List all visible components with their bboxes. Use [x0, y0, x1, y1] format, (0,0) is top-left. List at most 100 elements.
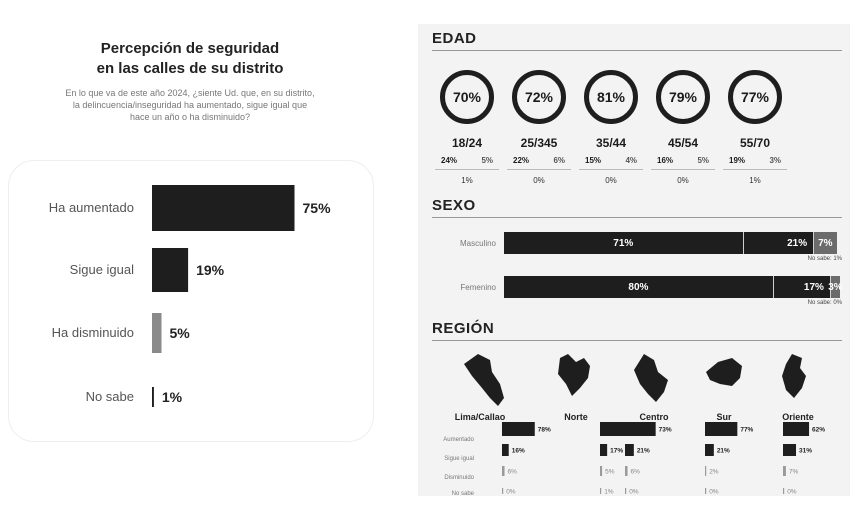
region-bar [625, 422, 656, 436]
region-value-label: 62% [812, 427, 825, 434]
region-bar [600, 422, 633, 436]
region-bar [502, 466, 505, 476]
region-name: Oriente [782, 412, 814, 422]
region-value-label: 0% [629, 489, 639, 496]
region-value-label: 16% [512, 448, 525, 455]
value-label: 19% [196, 262, 225, 278]
value-label: 5% [170, 325, 191, 341]
region-map-shape [706, 358, 742, 386]
category-label: Sigue igual [70, 262, 134, 277]
sigue-igual-pct: 19% [729, 156, 746, 165]
region-bar [600, 466, 603, 476]
question-text-line1: En lo que va de este año 2024, ¿siente U… [65, 88, 315, 98]
region-map-shape [558, 354, 590, 396]
region-bar [502, 422, 535, 436]
age-pct-row: 24% 5% [435, 156, 499, 170]
region-bar-chart: Aumentado Sigue igual Disminuido No sabe Lim… [443, 354, 825, 496]
region-bar [600, 444, 608, 456]
age-donut: 81% [584, 70, 638, 124]
region-bar [705, 422, 738, 436]
age-group-label: 55/70 [739, 136, 771, 150]
age-donut: 72% [512, 70, 566, 124]
region-bar [625, 488, 627, 494]
question-text-line2: la delincuencia/inseguridad ha aumentado… [72, 100, 308, 110]
region-map-shape [634, 354, 668, 402]
age-pct-row: 22% 6% [507, 156, 571, 170]
region-value-label: 77% [740, 427, 753, 434]
no-sabe-pct: 0% [677, 176, 689, 185]
region-bar [783, 422, 810, 436]
section-divider [432, 340, 842, 341]
region-bar [705, 466, 707, 476]
region-bar [502, 444, 509, 456]
region-name: Sur [716, 412, 732, 422]
sex-label: Masculino [459, 239, 496, 248]
region-bar [625, 466, 628, 476]
region-value-label: 73% [659, 427, 672, 434]
region-bar [783, 488, 785, 494]
region-value-label: 6% [508, 469, 518, 476]
no-sabe-pct: 1% [749, 176, 761, 185]
sigue-igual-pct: 22% [513, 156, 530, 165]
region-value-label: 0% [506, 489, 516, 496]
bar-segment: 21% [742, 232, 814, 254]
region-value-label: 6% [631, 469, 641, 476]
no-sabe-note: No sabe: 0% [807, 300, 842, 306]
chart-title-line1: Percepción de seguridad [100, 40, 280, 57]
bar [152, 387, 154, 407]
question-text-line3: hace un año o ha disminuido? [129, 112, 251, 122]
region-row-label: Sigue igual [444, 456, 474, 462]
section-divider [432, 217, 842, 218]
region-row-label: Aumentado [443, 437, 474, 443]
region-value-label: 78% [538, 427, 551, 434]
age-pct-row: 15% 4% [579, 156, 643, 170]
age-donut: 70% [440, 70, 494, 124]
sex-stacked-bar: 80% 17% 3% [504, 276, 843, 298]
region-name: Lima/Callao [455, 412, 506, 422]
region-bar [502, 488, 504, 494]
region-value-label: 0% [787, 489, 797, 496]
region-bar [600, 488, 602, 494]
region-value-label: 21% [637, 448, 650, 455]
right-panel: EDAD 70% 18/24 24% 5% 1% 72% 25/345 22% 6% 0% 81% 3… [418, 24, 850, 496]
region-value-label: 7% [789, 469, 799, 476]
category-label: Ha disminuido [52, 325, 134, 340]
sigue-igual-pct: 16% [657, 156, 674, 165]
region-value-label: 1% [604, 489, 614, 496]
sigue-igual-pct: 24% [441, 156, 458, 165]
section-title-edad: EDAD [432, 30, 477, 47]
region-map-shape [782, 354, 806, 398]
region-name: Norte [564, 412, 588, 422]
region-row-label: Disminuido [444, 475, 474, 481]
section-divider [432, 50, 842, 51]
region-value-label: 21% [717, 448, 730, 455]
region-value-label: 31% [799, 448, 812, 455]
age-pct-row: 16% 5% [651, 156, 715, 170]
category-label: No sabe [86, 389, 134, 404]
region-value-label: 17% [610, 448, 623, 455]
bar [152, 248, 189, 292]
disminuido-pct: 6% [553, 156, 565, 165]
no-sabe-pct: 1% [461, 176, 473, 185]
region-value-label: 2% [709, 469, 719, 476]
age-group-label: 35/44 [595, 136, 627, 150]
region-bar [705, 444, 714, 456]
bar-segment: 71% [504, 232, 743, 254]
region-map-shape [464, 354, 504, 406]
value-label: 1% [162, 389, 183, 405]
no-sabe-pct: 0% [533, 176, 545, 185]
age-group-label: 18/24 [451, 136, 483, 150]
age-donut: 79% [656, 70, 710, 124]
disminuido-pct: 4% [625, 156, 637, 165]
region-bar [783, 444, 797, 456]
region-value-label: 5% [605, 469, 615, 476]
bar [152, 313, 162, 353]
region-row-label: No sabe [452, 491, 475, 496]
bar-segment: 80% [504, 276, 773, 298]
no-sabe-note: No sabe: 1% [807, 256, 842, 262]
disminuido-pct: 5% [481, 156, 493, 165]
region-value-label: 0% [709, 489, 719, 496]
section-title-sexo: SEXO [432, 197, 476, 214]
age-group-label: 25/345 [520, 136, 558, 150]
sex-stacked-bar: 71% 21% 7% [504, 232, 840, 254]
